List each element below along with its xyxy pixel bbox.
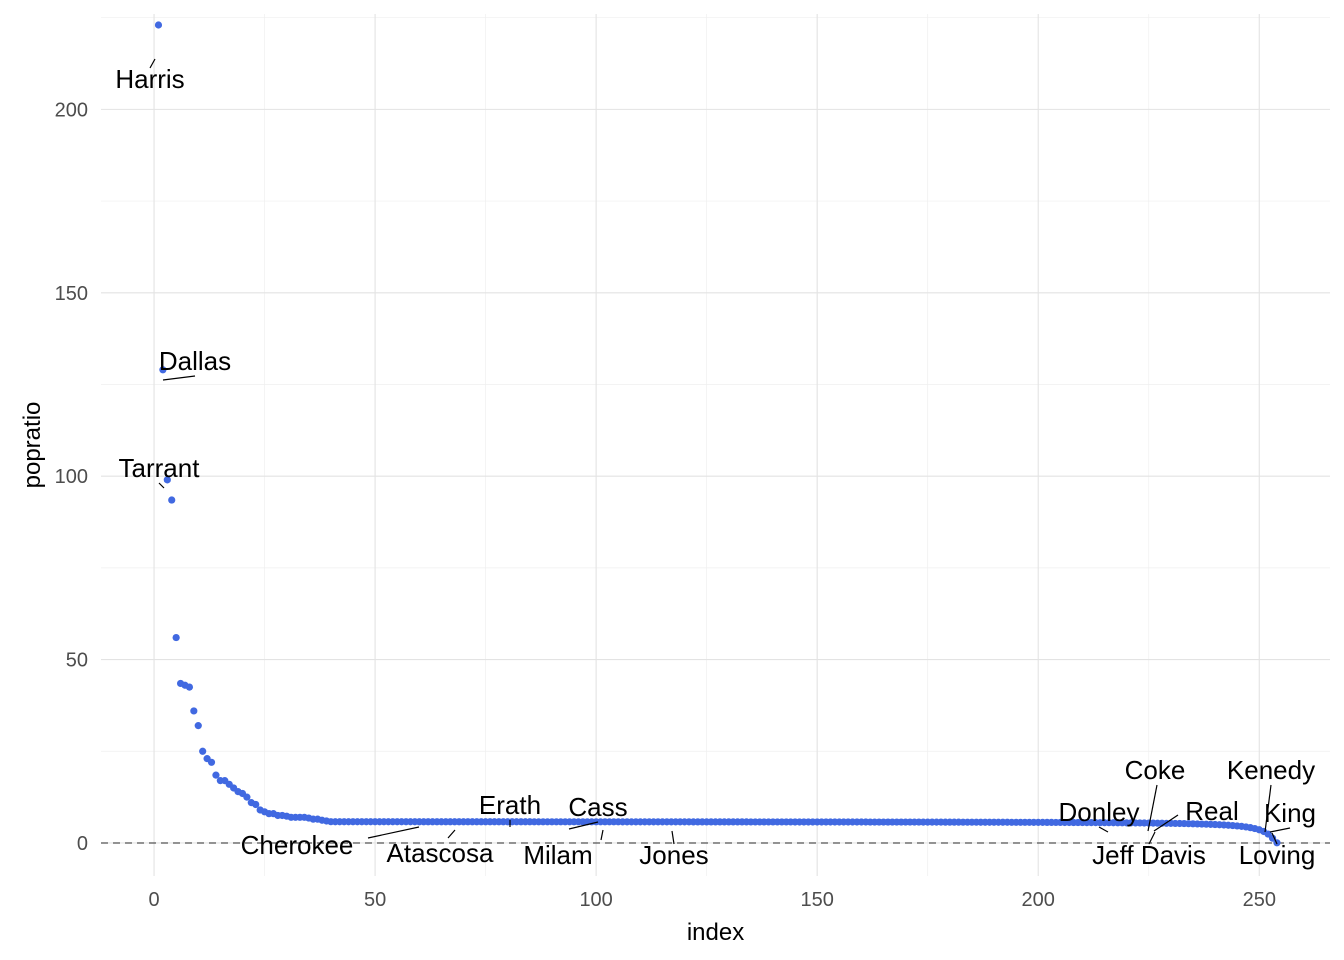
data-point (243, 793, 251, 801)
data-point (194, 722, 202, 730)
x-tick-label: 200 (1022, 889, 1055, 911)
data-point (172, 633, 180, 642)
data-point (185, 683, 194, 691)
point-label: Coke (1125, 755, 1186, 785)
x-tick-label: 100 (579, 889, 612, 911)
data-point (252, 800, 260, 809)
data-point (154, 21, 163, 29)
y-axis-tick-labels: 0 50 100 150 200 (55, 99, 88, 855)
label-leader-line (1269, 827, 1291, 833)
label-leader-line (447, 829, 456, 839)
point-label: Cass (568, 792, 627, 822)
data-point (168, 496, 176, 504)
label-leader-line (367, 826, 420, 839)
point-label: Jones (639, 840, 708, 870)
x-axis-title: index (687, 919, 744, 946)
label-leader-line (149, 58, 156, 69)
point-label: Real (1185, 796, 1238, 826)
label-leader-line (158, 482, 165, 489)
x-tick-label: 50 (364, 889, 386, 911)
point-labels: Harris Dallas Tarrant Cherokee Atascosa Erath… (115, 64, 1316, 870)
point-label: Atascosa (387, 838, 494, 868)
label-leader-line (568, 821, 599, 830)
label-leader-line (1264, 784, 1272, 833)
y-tick-label: 200 (55, 99, 88, 121)
label-leader-line (162, 375, 196, 381)
point-label: Loving (1239, 840, 1316, 870)
label-leader-line (1148, 831, 1156, 845)
point-label: Donley (1059, 797, 1140, 827)
data-points (154, 21, 1281, 847)
point-label: Kenedy (1227, 755, 1315, 785)
point-label: Milam (523, 840, 592, 870)
point-label: Erath (479, 790, 541, 820)
data-point (159, 366, 167, 374)
point-label: Tarrant (119, 453, 201, 483)
data-point (163, 476, 171, 484)
data-point (207, 758, 216, 766)
y-tick-label: 50 (66, 650, 88, 672)
label-leader-lines (149, 58, 1291, 845)
label-leader-line (671, 830, 675, 845)
x-tick-label: 0 (148, 889, 159, 911)
label-leader-line (1153, 814, 1179, 832)
y-tick-label: 0 (77, 833, 88, 855)
y-tick-label: 150 (55, 283, 88, 305)
x-axis-tick-labels: 0 50 100 150 200 250 (148, 889, 1275, 911)
y-axis-title: popratio (19, 402, 46, 489)
point-label: Jeff Davis (1092, 840, 1206, 870)
data-point (1268, 834, 1277, 842)
label-leader-line (1147, 784, 1158, 832)
x-tick-label: 250 (1243, 889, 1276, 911)
y-tick-label: 100 (55, 466, 88, 488)
minor-gridlines (101, 14, 1330, 876)
point-label: Harris (115, 64, 184, 94)
point-label: Dallas (159, 346, 231, 376)
major-gridlines (101, 14, 1330, 876)
x-tick-label: 150 (800, 889, 833, 911)
data-point (190, 707, 198, 715)
point-label: King (1264, 798, 1316, 828)
data-point (199, 747, 207, 755)
point-label: Cherokee (241, 830, 354, 860)
data-point (212, 771, 220, 779)
label-leader-line (1271, 832, 1278, 845)
label-leader-line (1098, 826, 1109, 833)
label-leader-line (600, 829, 604, 841)
